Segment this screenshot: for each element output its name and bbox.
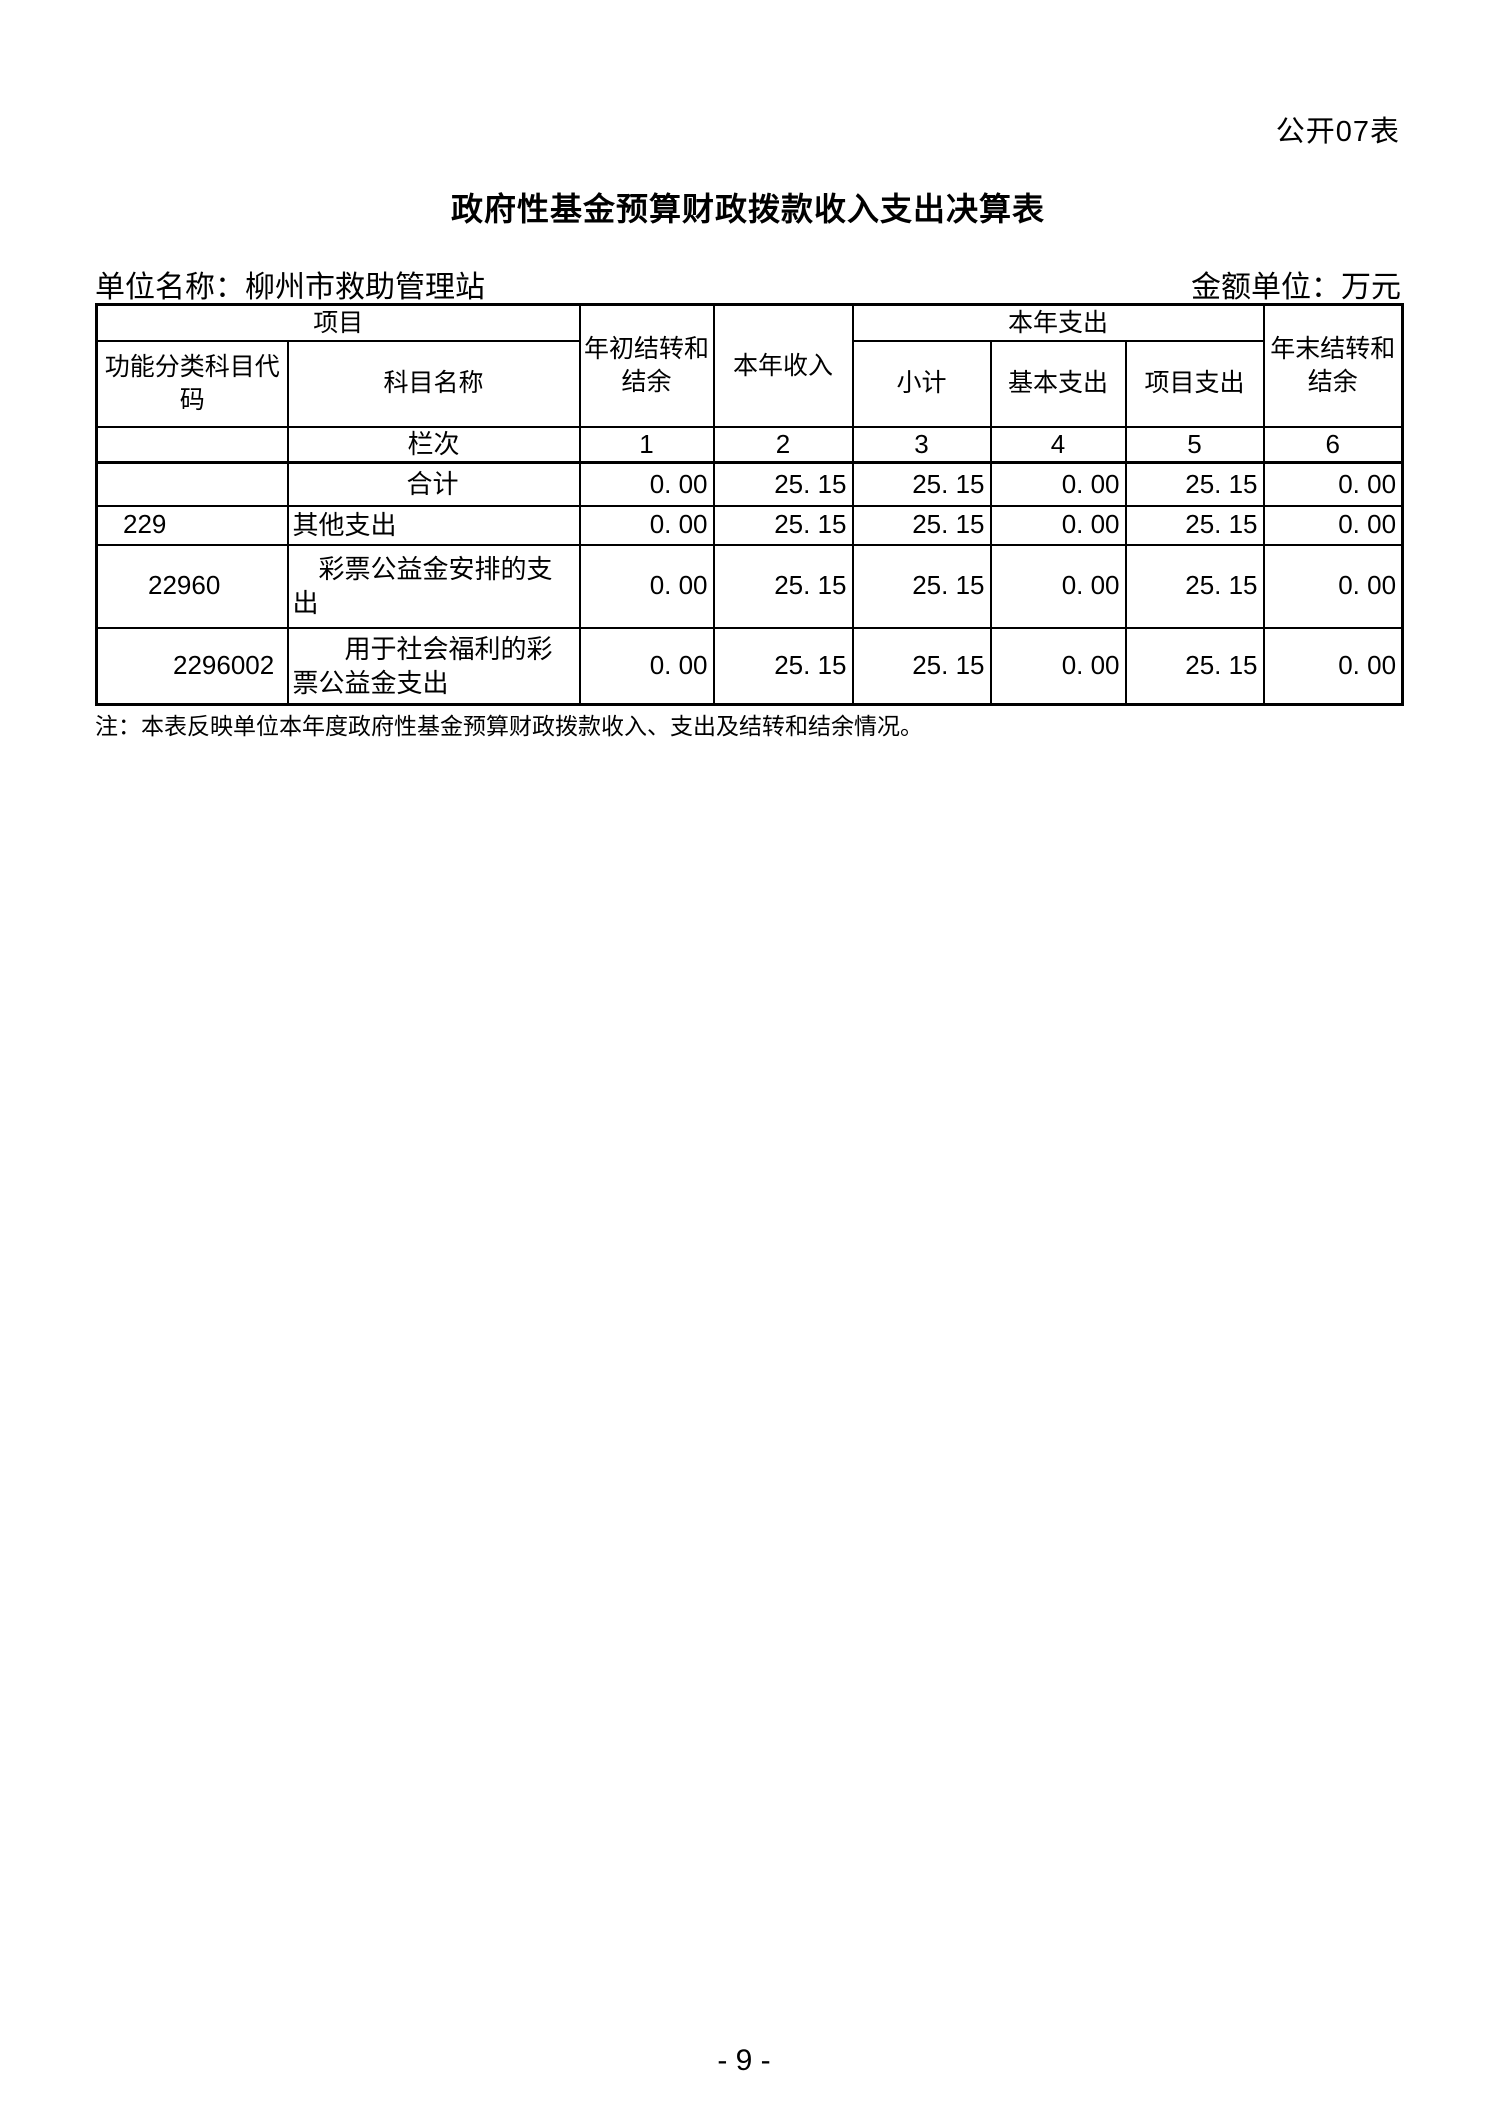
table-header: 项目 年初结转和 结余 本年收入 本年支出 年末结转和 结余 功能分类科目代 码… [95,303,1404,465]
header-row-2: 功能分类科目代 码 科目名称 小计 基本支出 项目支出 [95,339,1403,428]
table-row: 2296002 用于社会福利的彩票公益金支出 0. 00 25. 15 25. 15 0… [95,626,1404,706]
cell-subject-name: 合计 [286,461,581,507]
unit-name-label: 单位名称：柳州市救助管理站 [95,271,485,304]
cell-value-5: 25. 15 [1124,461,1265,507]
cell-value-3: 25. 15 [851,461,992,507]
table-row: 22960 彩票公益金安排的支出 0. 00 25. 15 25. 15 0. 00 25… [95,543,1404,629]
cell-subject-name: 彩票公益金安排的支出 [286,543,581,629]
header-basic-expense: 基本支出 [989,339,1127,428]
cell-function-code: 22960 [95,543,289,629]
meta-row: 单位名称：柳州市救助管理站 金额单位：万元 [95,262,1401,306]
header-project: 项目 [95,303,581,342]
amount-unit-label: 金额单位：万元 [1191,271,1401,304]
cell-value-4: 0. 00 [989,543,1127,629]
cell-value-3: 25. 15 [851,504,992,546]
header-income: 本年收入 [712,303,854,428]
column-index-cell: 6 [1262,425,1404,465]
budget-table: 项目 年初结转和 结余 本年收入 本年支出 年末结转和 结余 功能分类科目代 码… [95,303,1405,707]
column-index-row: 栏次 1 2 3 4 5 6 [95,425,1404,465]
cell-value-4: 0. 00 [989,504,1127,546]
column-index-cell: 4 [989,425,1127,465]
cell-value-1: 0. 00 [578,504,715,546]
lanci-label-cell: 栏次 [286,425,581,465]
cell-subject-name: 其他支出 [286,504,581,546]
lanci-empty-cell [95,425,289,465]
header-begin-balance: 年初结转和 结余 [578,303,715,428]
cell-value-5: 25. 15 [1124,504,1265,546]
cell-value-6: 0. 00 [1262,461,1404,507]
cell-value-1: 0. 00 [578,461,715,507]
header-subtotal: 小计 [851,339,992,428]
cell-subject-name: 用于社会福利的彩票公益金支出 [286,626,581,706]
cell-value-1: 0. 00 [578,543,715,629]
header-project-expense: 项目支出 [1124,339,1265,428]
page-number: - 9 - [717,2044,771,2077]
cell-value-3: 25. 15 [851,626,992,706]
cell-function-code: 229 [95,504,289,546]
cell-value-6: 0. 00 [1262,504,1404,546]
cell-value-2: 25. 15 [712,504,854,546]
column-index-cell: 5 [1124,425,1265,465]
cell-value-2: 25. 15 [712,461,854,507]
column-index-cell: 1 [578,425,715,465]
table-body: 合计 0. 00 25. 15 25. 15 0. 00 25. 15 0. 00 229 其他… [95,461,1404,706]
header-subject-name: 科目名称 [286,339,581,428]
table-row: 合计 0. 00 25. 15 25. 15 0. 00 25. 15 0. 00 [95,461,1404,507]
footnote: 注：本表反映单位本年度政府性基金预算财政拨款收入、支出及结转和结余情况。 [95,713,923,739]
header-end-balance: 年末结转和 结余 [1262,303,1404,428]
cell-value-5: 25. 15 [1124,543,1265,629]
cell-value-3: 25. 15 [851,543,992,629]
column-index-cell: 3 [851,425,992,465]
cell-value-4: 0. 00 [989,461,1127,507]
cell-value-4: 0. 00 [989,626,1127,706]
cell-value-6: 0. 00 [1262,543,1404,629]
cell-value-2: 25. 15 [712,543,854,629]
cell-function-code: 2296002 [95,626,289,706]
page-title: 政府性基金预算财政拨款收入支出决算表 [450,191,1045,227]
header-function-code: 功能分类科目代 码 [95,339,289,428]
table-wrapper: 项目 年初结转和 结余 本年收入 本年支出 年末结转和 结余 功能分类科目代 码… [95,303,1405,707]
cell-value-2: 25. 15 [712,626,854,706]
header-expense: 本年支出 [851,303,1265,342]
form-number-label: 公开07表 [1275,116,1400,148]
table-row: 229 其他支出 0. 00 25. 15 25. 15 0. 00 25. 15 0. 00 [95,504,1404,546]
cell-value-1: 0. 00 [578,626,715,706]
column-index-cell: 2 [712,425,854,465]
header-row-1: 项目 年初结转和 结余 本年收入 本年支出 年末结转和 结余 [95,303,1404,428]
cell-function-code [95,461,289,507]
cell-value-5: 25. 15 [1124,626,1265,706]
cell-value-6: 0. 00 [1262,626,1404,706]
